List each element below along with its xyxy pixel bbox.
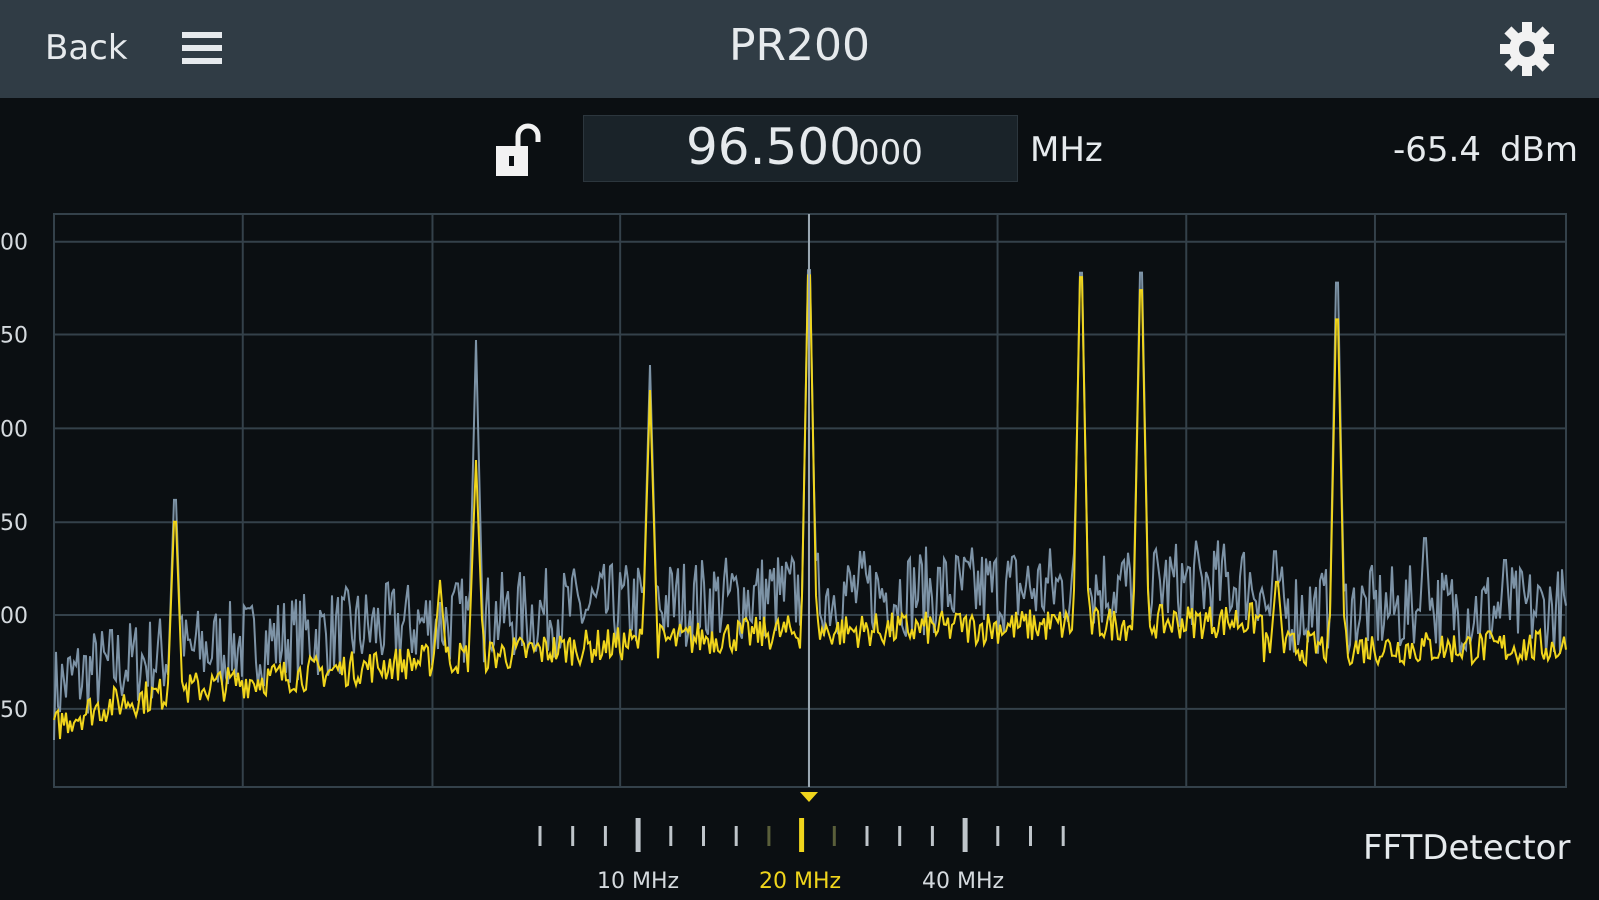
settings-icon[interactable] xyxy=(1492,14,1562,84)
frequency-field[interactable] xyxy=(583,115,1018,182)
y-tick-label: 00 xyxy=(0,231,28,256)
level-value: -65.4 xyxy=(1393,130,1481,170)
frequency-fine: 000 xyxy=(858,133,923,173)
menu-icon[interactable] xyxy=(178,22,238,82)
span-label: 20 MHz xyxy=(759,869,841,894)
y-tick-label: 00 xyxy=(0,417,28,442)
frequency-unit: MHz xyxy=(1030,130,1103,170)
frequency-main: 96.500 xyxy=(686,118,861,176)
span-label: 40 MHz xyxy=(922,869,1004,894)
lock-icon[interactable] xyxy=(490,118,560,188)
y-tick-label: 50 xyxy=(0,698,28,723)
detector-label: FFTDetector xyxy=(1363,828,1571,868)
back-button[interactable]: Back xyxy=(45,28,128,68)
span-label: 10 MHz xyxy=(597,869,679,894)
header-bar xyxy=(0,0,1599,98)
y-tick-label: 00 xyxy=(0,604,28,629)
app-title: PR200 xyxy=(728,20,871,71)
y-tick-label: 50 xyxy=(0,324,28,349)
level-unit: dBm xyxy=(1500,130,1579,170)
center-pointer xyxy=(800,792,818,802)
y-tick-label: 50 xyxy=(0,511,28,536)
